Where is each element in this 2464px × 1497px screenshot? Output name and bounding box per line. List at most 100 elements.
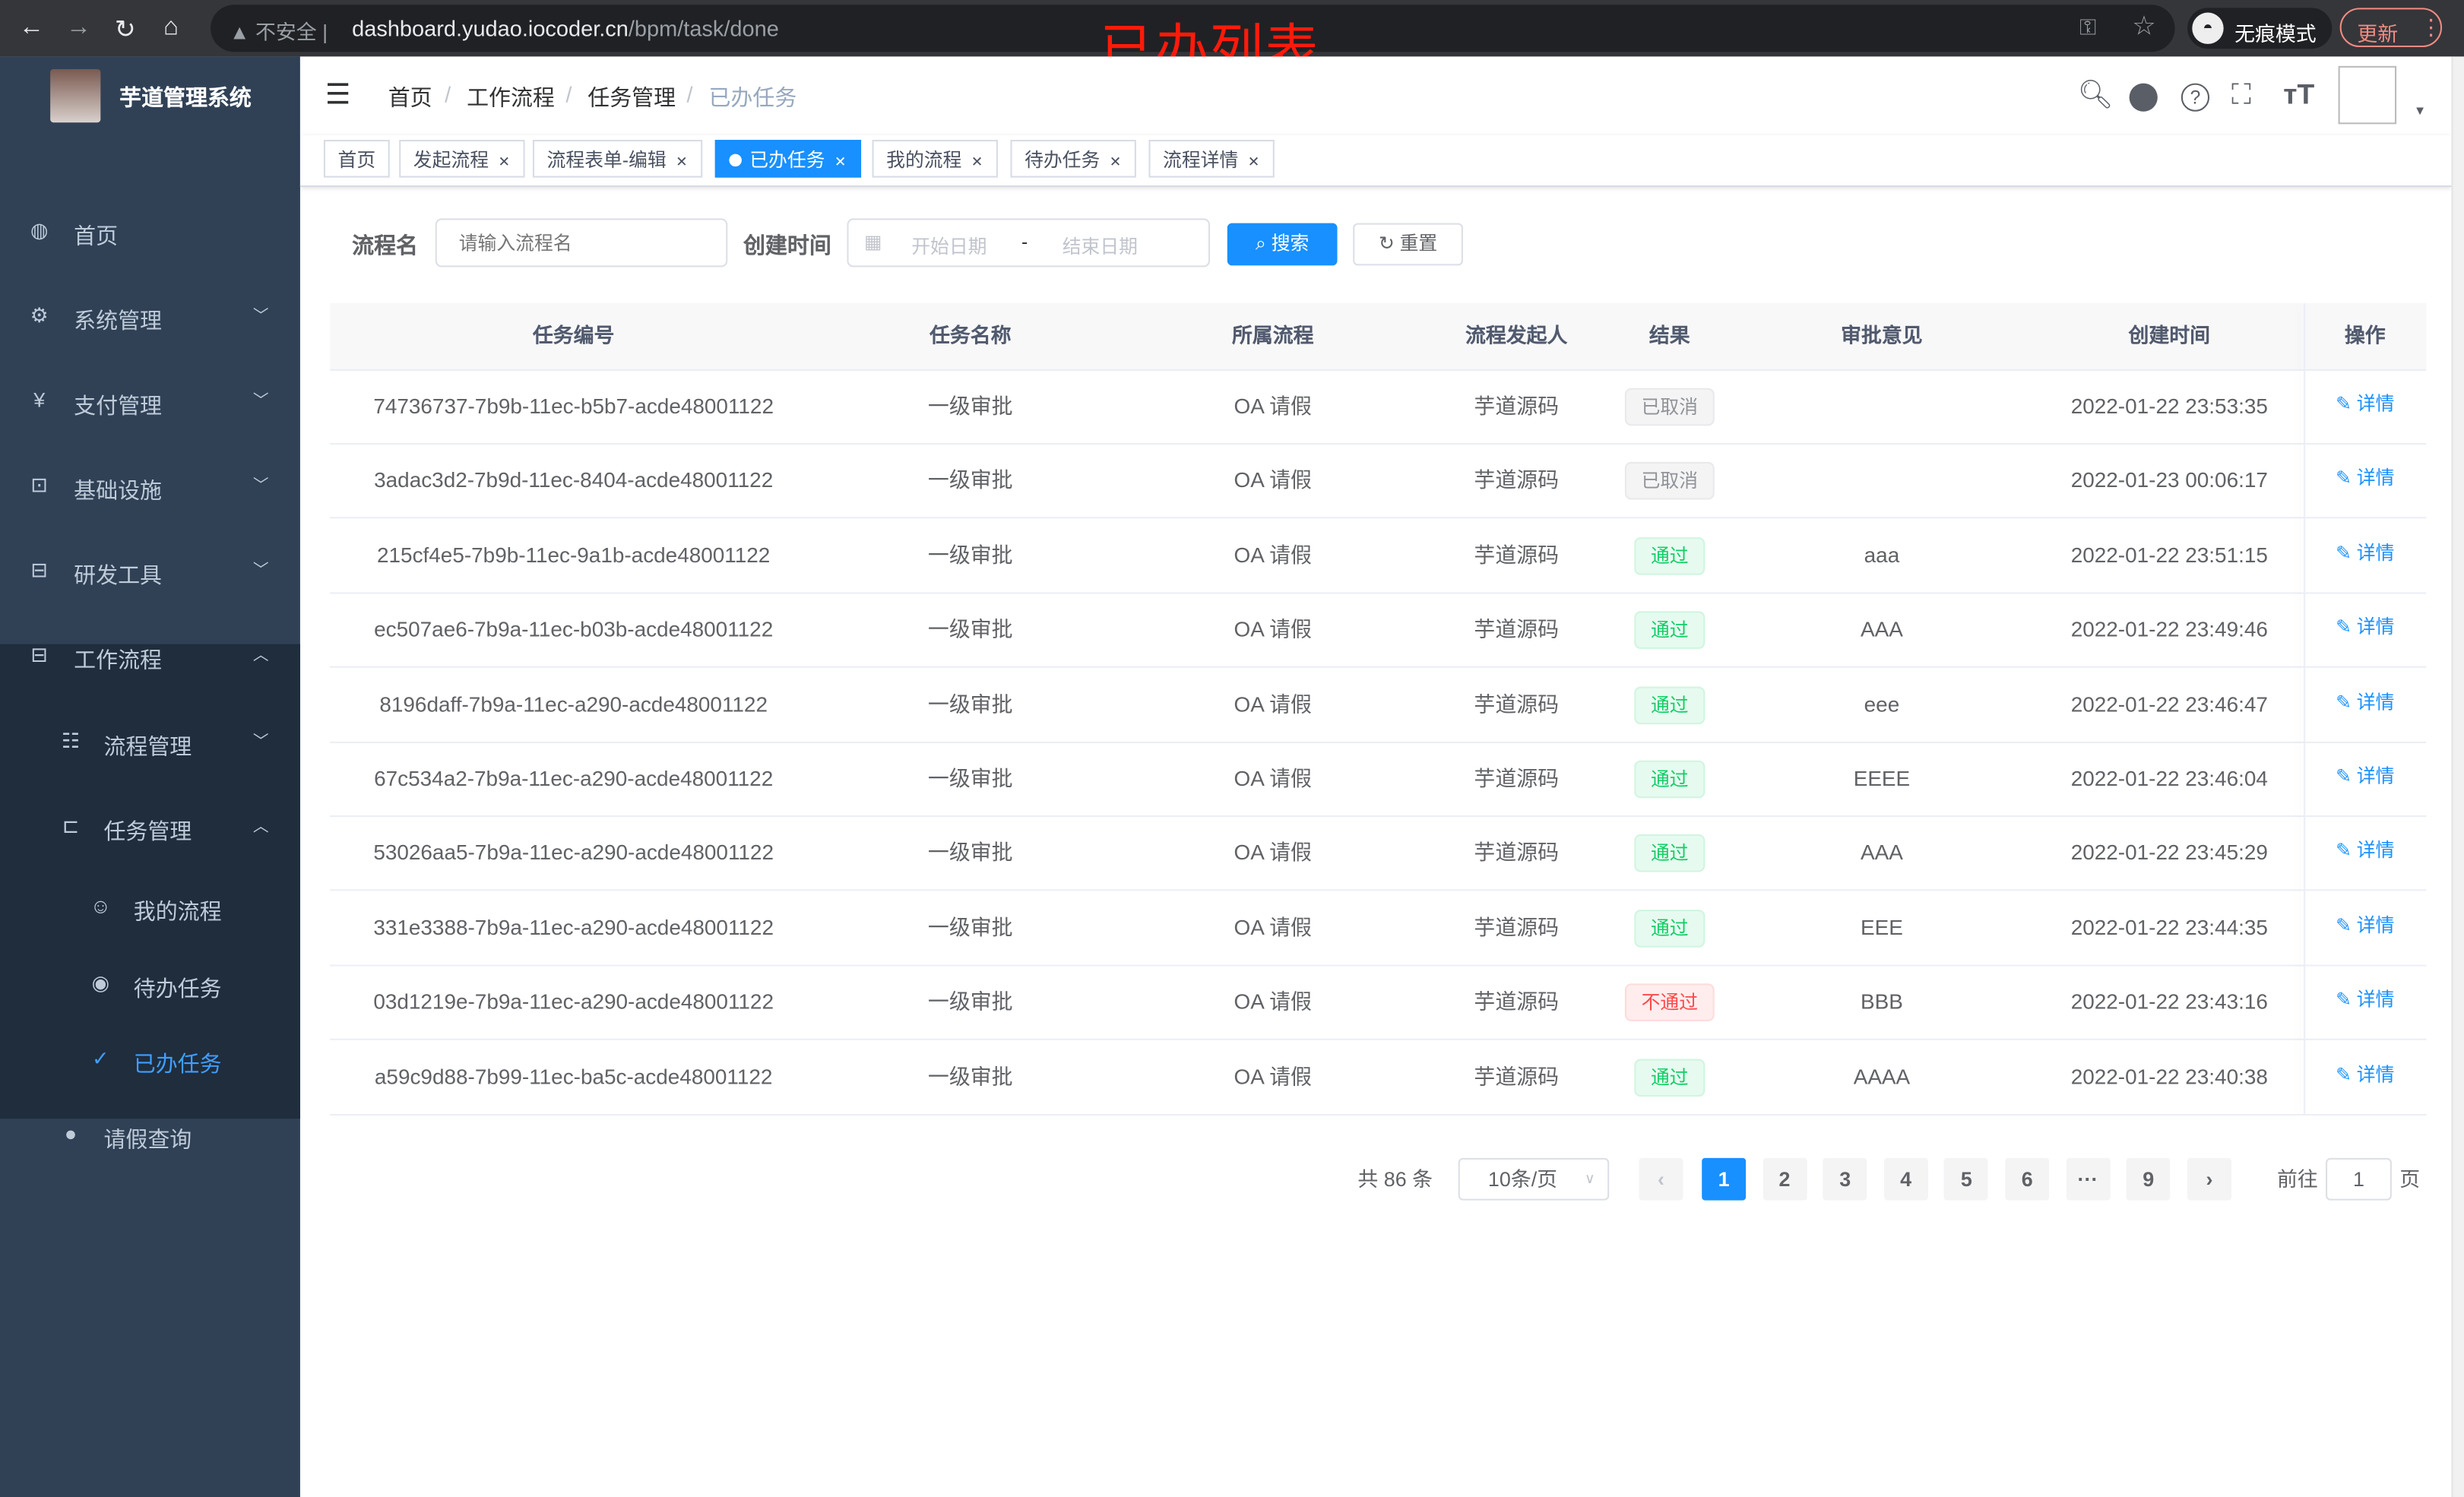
sidebar-subitem-1[interactable]: ⊏ 任务管理 ︿ [0,787,300,872]
sidebar-item-5[interactable]: ⊟ 工作流程 ︿ [0,616,300,701]
caret-down-icon[interactable]: ▼ [2413,103,2427,119]
sidebar-item-1[interactable]: ⚙ 系统管理 ﹀ [0,277,300,362]
search-icon[interactable]: 🔍︎ [2077,78,2114,110]
sidebar-item-label: 支付管理 [74,392,162,418]
github-icon[interactable] [2129,83,2158,112]
sidebar-subitem-2[interactable]: ☺ 我的流程 [0,867,300,952]
breadcrumb-task-manage[interactable]: 任务管理 [587,84,676,110]
edit-icon: ✎ [2336,1062,2357,1085]
font-size-icon[interactable]: тT [2283,78,2315,110]
close-icon[interactable]: ✕ [1247,153,1260,170]
table-row: 3adac3d2-7b9d-11ec-8404-acde48001122 一级审批… [330,444,2427,520]
search-button[interactable]: ⌕ 搜索 [1227,223,1338,266]
page-size-select[interactable]: 10条/页 ∨ [1458,1157,1610,1201]
create-time-label: 创建时间 [743,233,831,258]
address-bar[interactable]: ▲ 不安全 | dashboard.yudao.iocoder.cn/bpm/t… [211,5,2175,52]
cell-id: 8196daff-7b9a-11ec-a290-acde48001122 [379,692,768,716]
help-icon[interactable]: ? [2181,83,2210,112]
edit-icon: ✎ [2336,616,2357,638]
tab-3[interactable]: 已办任务 ✕ [714,140,861,178]
sidebar-subitem-5[interactable]: ● 请假查询 [0,1095,300,1180]
edit-icon: ✎ [2336,913,2357,936]
close-icon[interactable]: ✕ [1109,153,1122,170]
page-button[interactable]: 3 [1823,1157,1867,1201]
sidebar-subitem-4[interactable]: ✓ 已办任务 [0,1020,300,1105]
reset-button[interactable]: ↻ 重置 [1353,223,1463,266]
prev-page-button[interactable]: ‹ [1639,1157,1683,1201]
date-range-picker[interactable]: ▦ 开始日期 - 结束日期 [847,218,1211,267]
detail-button[interactable]: ✎ 详情 [2304,518,2426,589]
cell-name: 一级审批 [927,394,1013,418]
tab-4[interactable]: 我的流程 ✕ [872,140,998,178]
detail-button[interactable]: ✎ 详情 [2304,667,2426,738]
sidebar-item-2[interactable]: ¥ 支付管理 ﹀ [0,362,300,447]
edit-icon: ✎ [2336,988,2357,1011]
edit-icon: ✎ [2336,690,2357,713]
page-button[interactable]: 6 [2005,1157,2050,1201]
cell-result: 通过 [1610,816,1728,890]
detail-button[interactable]: ✎ 详情 [2304,593,2426,663]
sidebar-item-0[interactable]: ◍ 首页 [0,191,300,277]
app-title: 芋道管理系统 [119,84,252,110]
cell-starter: 芋道源码 [1474,766,1560,791]
avatar[interactable] [2338,65,2397,125]
close-icon[interactable]: ✕ [971,153,983,170]
page-button[interactable]: 9 [2126,1157,2171,1201]
sidebar-item-4[interactable]: ⊟ 研发工具 ﹀ [0,531,300,616]
update-button[interactable]: 更新 ⋮ [2339,8,2443,48]
star-icon[interactable]: ☆ [2132,11,2156,41]
range-separator: - [1021,230,1028,253]
tab-5[interactable]: 待办任务 ✕ [1010,140,1135,178]
reload-icon[interactable]: ↻ [114,17,136,44]
chevron-icon: ﹀ [252,392,269,410]
column-header: 任务编号 [532,323,615,347]
next-page-button[interactable]: › [2187,1157,2231,1201]
detail-button[interactable]: ✎ 详情 [2304,816,2426,887]
detail-button[interactable]: ✎ 详情 [2304,1040,2426,1110]
page-button[interactable]: 5 [1944,1157,1989,1201]
detail-button[interactable]: ✎ 详情 [2304,444,2426,514]
forward-icon[interactable]: → [65,14,91,41]
breadcrumb-home[interactable]: 首页 [388,84,432,110]
cell-starter: 芋道源码 [1474,692,1560,716]
fullscreen-icon[interactable]: ⛶ [2231,78,2252,110]
column-header: 操作 [2344,323,2386,347]
key-icon[interactable]: ⚿ [2079,14,2097,40]
detail-label: 详情 [2356,913,2395,936]
page-button[interactable]: 2 [1762,1157,1807,1201]
detail-button[interactable]: ✎ 详情 [2304,891,2426,961]
sidebar-subitem-0[interactable]: ☷ 流程管理 ﹀ [0,702,300,787]
monitor-icon: ⊡ [30,473,48,497]
back-icon[interactable]: ← [18,14,44,41]
home-icon[interactable]: ⌂ [163,14,179,41]
sidebar-item-3[interactable]: ⊡ 基础设施 ﹀ [0,446,300,531]
detail-button[interactable]: ✎ 详情 [2304,965,2426,1036]
tab-6[interactable]: 流程详情 ✕ [1148,140,1274,178]
breadcrumb-workflow[interactable]: 工作流程 [467,84,555,110]
close-icon[interactable]: ✕ [834,153,847,170]
detail-button[interactable]: ✎ 详情 [2304,742,2426,812]
tab-2[interactable]: 流程表单-编辑 ✕ [532,140,702,178]
goto-page-input[interactable] [2326,1157,2392,1201]
close-icon[interactable]: ✕ [498,153,511,170]
hamburger-icon[interactable]: ☰ [325,78,351,110]
cell-process: OA 请假 [1234,1064,1312,1089]
sidebar-subitem-3[interactable]: ◉ 待办任务 [0,945,300,1030]
tab-0[interactable]: 首页 [323,140,390,178]
warning-icon: ▲ [229,20,255,44]
start-date-placeholder: 开始日期 [911,236,987,258]
page-button[interactable]: 1 [1702,1157,1747,1201]
detail-button[interactable]: ✎ 详情 [2304,369,2426,440]
close-icon[interactable]: ✕ [676,153,688,170]
incognito-badge[interactable]: ◓ 无痕模式 [2187,8,2333,49]
tab-1[interactable]: 发起流程 ✕ [399,140,524,178]
page-button[interactable]: 4 [1883,1157,1928,1201]
scrollbar[interactable] [2451,56,2464,1497]
column-header: 创建时间 [2128,323,2211,347]
process-name-input[interactable] [435,218,728,267]
yen-icon: ¥ [33,388,46,412]
page-button[interactable]: ··· [2066,1157,2110,1201]
tab-label: 流程详情 [1163,149,1239,172]
edit-icon: ✎ [2336,764,2357,787]
tags-view: 首页 发起流程 ✕ 流程表单-编辑 ✕ 已办任务 ✕ 我的流程 ✕ 待办任务 ✕ 流程详情 ✕ [299,135,2452,188]
